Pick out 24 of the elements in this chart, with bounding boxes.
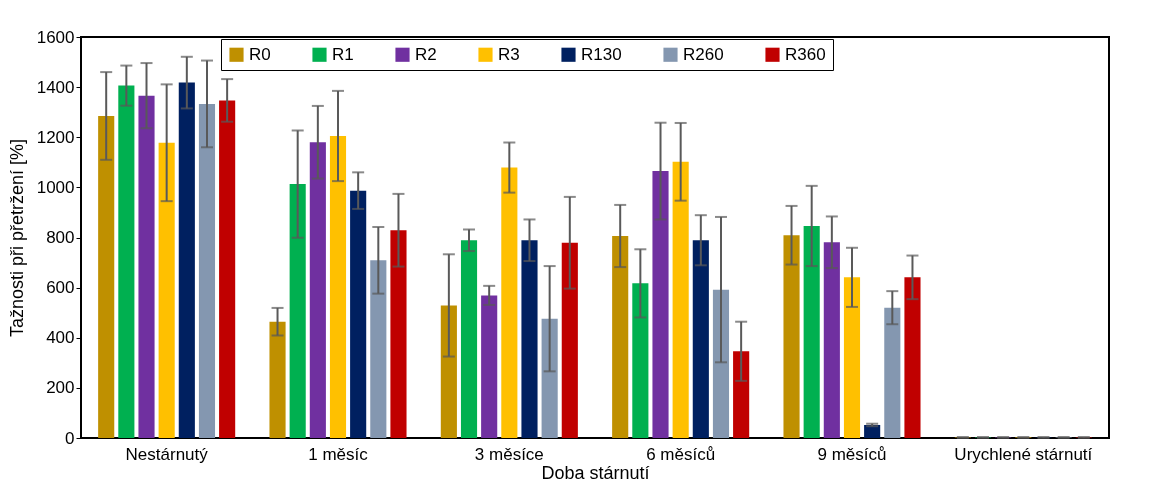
y-tick-label: 0: [65, 428, 75, 448]
y-tick-label: 1400: [36, 77, 75, 97]
y-tick-label: 400: [46, 328, 75, 348]
y-axis-title: Tažnosti při přetržení [%]: [6, 138, 27, 338]
x-tick-label: 6 měsíců: [646, 444, 716, 464]
y-tick-label: 800: [46, 228, 75, 247]
x-tick-label: 1 měsíc: [308, 444, 369, 464]
legend-label: R1: [332, 44, 354, 64]
legend-label: R360: [785, 44, 826, 64]
y-tick-label: 1200: [36, 127, 75, 147]
legend-label: R0: [249, 44, 271, 64]
x-tick-label: Nestárnutý: [125, 444, 209, 464]
x-tick-label: 9 měsíců: [817, 444, 887, 464]
x-tick-label: Urychlené stárnutí: [954, 444, 1093, 464]
legend-label: R260: [683, 44, 724, 64]
legend-label: R130: [581, 44, 622, 64]
y-tick-label: 200: [46, 378, 75, 398]
y-tick-label: 1000: [36, 177, 75, 197]
y-tick-label: 600: [46, 278, 75, 298]
x-tick-label: 3 měsíce: [474, 444, 544, 464]
legend-label: R3: [498, 44, 520, 64]
x-axis-title: Doba stárnutí: [541, 462, 650, 483]
y-tick-label: 1600: [36, 27, 75, 47]
legend-label: R2: [415, 44, 437, 64]
